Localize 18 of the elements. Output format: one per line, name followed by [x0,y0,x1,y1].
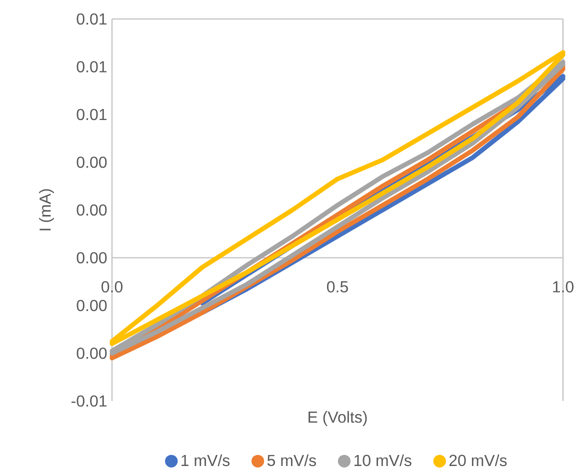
x-axis-title: E (Volts) [308,411,367,426]
y-tick-label: 0.01 [76,61,107,72]
y-tick-label: 0.00 [76,252,107,264]
y-tick-label: 0.00 [76,300,107,312]
legend-label: 5 mV/s [267,454,316,466]
x-tick-label: 0.5 [327,281,348,292]
legend-label: 1 mV/s [182,454,230,466]
y-tick-label: -0.01 [72,395,107,407]
y-tick-label: 0.01 [76,13,107,25]
legend-label: 10 mV/s [354,454,412,466]
legend-label: 20 mV/s [449,454,507,466]
x-tick-label: 1.0 [553,281,574,292]
y-tick-label: 0.00 [76,204,107,216]
y-tick-label: 0.00 [76,156,107,168]
y-axis-title: I (mA) [39,189,54,230]
x-tick-label: 0.0 [102,281,123,292]
y-tick-label: 0.01 [76,108,107,120]
y-tick-label: 0.00 [76,348,107,359]
